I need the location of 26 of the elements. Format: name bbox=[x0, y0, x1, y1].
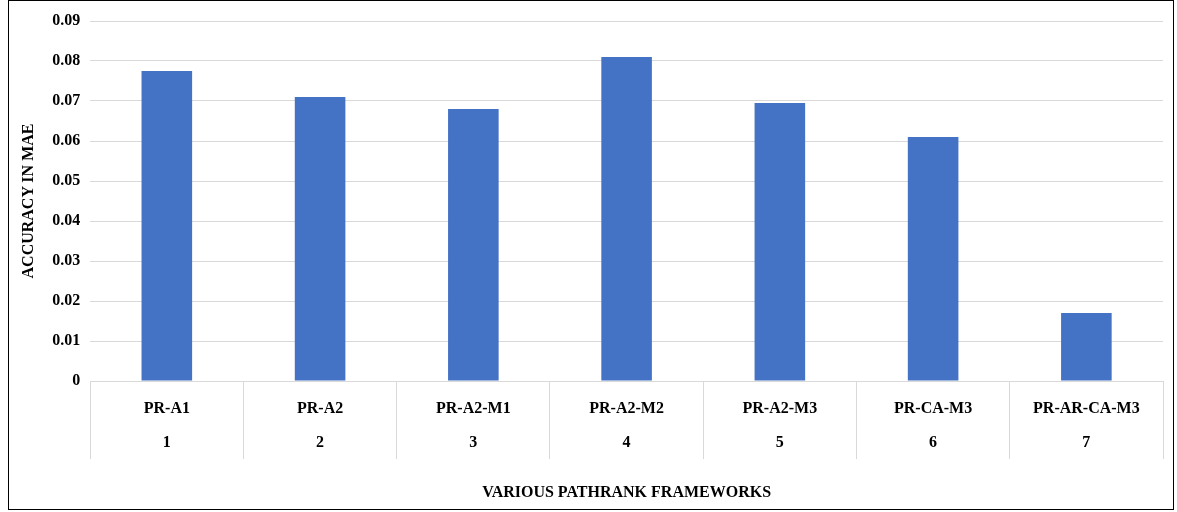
bar bbox=[754, 103, 806, 381]
bar bbox=[141, 71, 193, 381]
x-tick-label: PR-AR-CA-M3 7 bbox=[1033, 399, 1140, 451]
x-tick-label: PR-A1 1 bbox=[143, 399, 190, 451]
bar bbox=[907, 137, 959, 381]
bar bbox=[601, 57, 652, 381]
x-tick-label: PR-A2 2 bbox=[296, 399, 344, 451]
x-tick-label: PR-CA-M3 6 bbox=[894, 399, 973, 451]
x-tick-label: PR-A2-M3 5 bbox=[742, 399, 818, 451]
y-tick-label: 0.05 bbox=[52, 171, 81, 189]
x-tick-label: PR-A2-M2 4 bbox=[589, 399, 664, 451]
y-tick-label: 0.06 bbox=[52, 131, 81, 149]
y-tick-label: 0.09 bbox=[52, 11, 81, 29]
y-tick-label: 0 bbox=[72, 371, 81, 389]
y-tick-label: 0.04 bbox=[52, 211, 81, 229]
y-tick-label: 0.01 bbox=[52, 331, 81, 349]
bar bbox=[448, 109, 499, 381]
y-tick-label: 0.08 bbox=[52, 51, 81, 69]
y-tick-label: 0.03 bbox=[52, 251, 81, 269]
y-tick-label: 0.07 bbox=[52, 91, 81, 109]
bar bbox=[1061, 313, 1112, 381]
y-axis-title: ACCURACY IN MAE bbox=[18, 123, 36, 279]
x-tick-label: PR-A2-M1 3 bbox=[436, 399, 511, 451]
bar bbox=[294, 97, 346, 381]
y-tick-label: 0.02 bbox=[52, 291, 81, 309]
x-axis-title: VARIOUS PATHRANK FRAMEWORKS bbox=[482, 483, 772, 501]
